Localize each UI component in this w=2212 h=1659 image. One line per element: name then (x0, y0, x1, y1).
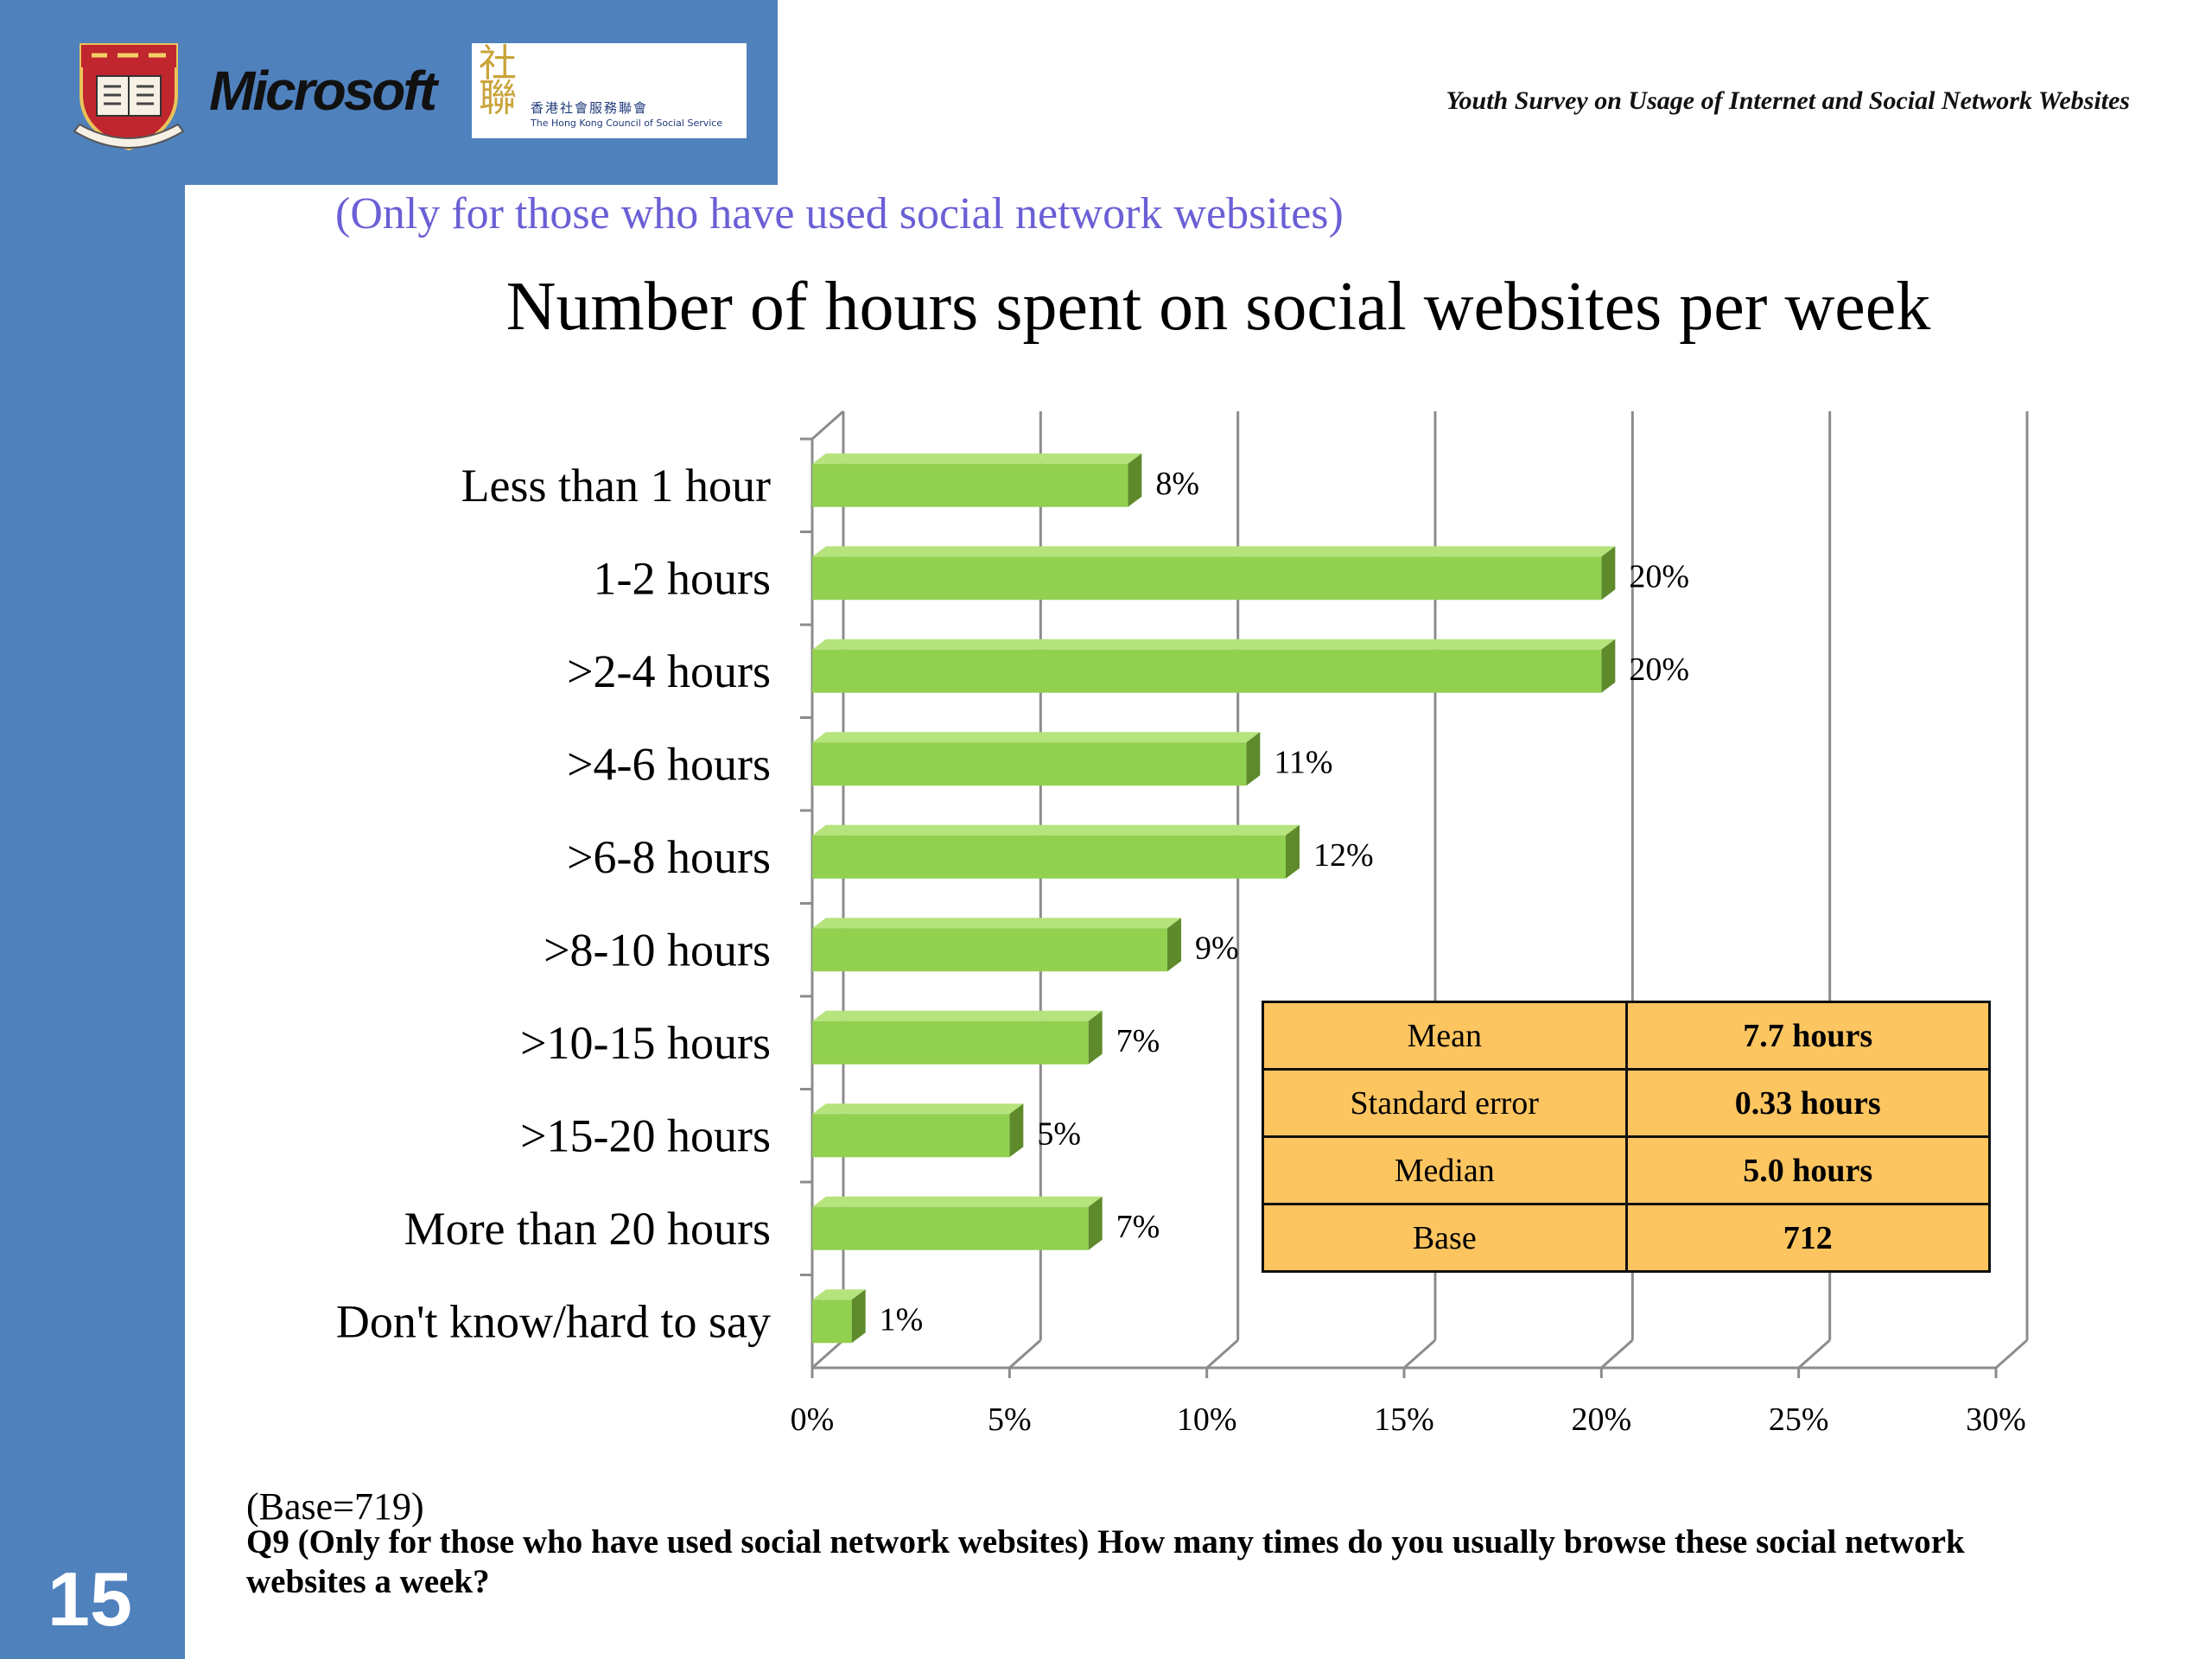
data-label: 1% (880, 1301, 924, 1338)
stats-label-median: Median (1262, 1135, 1628, 1205)
gridline-floor (1600, 1338, 1634, 1370)
slide-number: 15 (48, 1556, 132, 1642)
y-axis-depth-line (811, 410, 844, 441)
bar-top (812, 918, 1181, 929)
bar (812, 928, 1167, 972)
hkcss-logo-name-zh: 香港社會服務聯會 (531, 100, 649, 116)
stats-row-standard-error: Standard error 0.33 hours (1262, 1068, 1991, 1138)
bar (812, 1114, 1010, 1158)
data-label: 9% (1195, 930, 1239, 966)
bar (812, 649, 1602, 693)
hkcss-logo-glyph: 社聯 (479, 41, 517, 120)
question-text: Q9 (Only for those who have used social … (246, 1523, 1965, 1600)
gridline-floor (1205, 1338, 1239, 1370)
category-label: >8-10 hours (543, 924, 771, 976)
stats-value-median: 5.0 hours (1624, 1135, 1991, 1205)
gridline-floor (811, 1338, 844, 1370)
bar-side (1286, 824, 1300, 879)
bar-top (812, 1010, 1103, 1021)
data-label: 8% (1155, 466, 1199, 502)
data-label: 7% (1116, 1023, 1160, 1059)
gridline-floor (1995, 1338, 2028, 1370)
data-label: 20% (1629, 652, 1689, 688)
bar-top (812, 546, 1616, 557)
bar-top (812, 453, 1142, 464)
x-tick-label: 20% (1572, 1402, 1632, 1438)
bar (812, 742, 1247, 786)
bar (812, 1020, 1089, 1065)
hkcss-logo: 社聯 香港社會服務聯會 The Hong Kong Council of Soc… (472, 43, 747, 138)
category-label: >6-8 hours (567, 831, 771, 883)
bar-top (812, 1196, 1103, 1207)
stats-label-base: Base (1262, 1203, 1628, 1273)
bar (812, 835, 1286, 879)
stats-row-base: Base 712 (1262, 1203, 1991, 1273)
university-crest-icon (73, 43, 185, 151)
stats-label-mean: Mean (1262, 1001, 1628, 1071)
bar-side (1088, 1010, 1103, 1065)
data-label: 20% (1629, 558, 1689, 594)
category-label: >10-15 hours (520, 1017, 771, 1069)
survey-title: Youth Survey on Usage of Internet and So… (1446, 86, 2130, 115)
stats-row-mean: Mean 7.7 hours (1262, 1001, 1991, 1071)
microsoft-logo: Microsoft (209, 60, 437, 122)
category-label: Less than 1 hour (461, 460, 771, 512)
bar (812, 1300, 852, 1344)
bar-side (1167, 918, 1181, 972)
x-tick-label: 25% (1769, 1402, 1829, 1438)
bar-top (812, 1103, 1024, 1115)
stats-table: Mean 7.7 hours Standard error 0.33 hours… (1262, 1001, 1991, 1273)
gridline-floor (1008, 1338, 1042, 1370)
bar-side (851, 1289, 866, 1344)
bar-side (1009, 1103, 1024, 1158)
data-label: 7% (1116, 1209, 1160, 1245)
bar-side (1128, 453, 1142, 507)
data-label: 12% (1313, 837, 1374, 874)
gridline-floor (1797, 1338, 1831, 1370)
bar (812, 463, 1128, 507)
x-tick-label: 5% (988, 1402, 1032, 1438)
data-label: 11% (1274, 744, 1332, 780)
bar-side (1601, 639, 1616, 693)
bar-side (1088, 1196, 1103, 1250)
stats-label-standard-error: Standard error (1262, 1068, 1628, 1138)
x-tick-label: 0% (791, 1402, 835, 1438)
data-label: 5% (1037, 1116, 1081, 1152)
base-note: (Base=719) (246, 1485, 424, 1528)
x-tick-label: 30% (1966, 1402, 2026, 1438)
category-label: More than 20 hours (404, 1203, 771, 1255)
gridline-floor (1403, 1338, 1436, 1370)
stats-value-base: 712 (1624, 1203, 1991, 1273)
category-label: 1-2 hours (594, 552, 771, 604)
stats-row-median: Median 5.0 hours (1262, 1135, 1991, 1205)
bar-side (1246, 732, 1261, 786)
category-label: >2-4 hours (567, 645, 771, 697)
bar-top (812, 732, 1261, 743)
stats-value-mean: 7.7 hours (1624, 1001, 1991, 1071)
bar-top (812, 1289, 866, 1300)
category-label: Don't know/hard to say (336, 1295, 771, 1347)
subtitle-note: (Only for those who have used social net… (335, 189, 1344, 238)
category-label: >15-20 hours (520, 1109, 771, 1161)
bar-top (812, 639, 1616, 650)
bar (812, 1206, 1089, 1250)
stats-value-standard-error: 0.33 hours (1624, 1068, 1991, 1138)
chart-title: Number of hours spent on social websites… (505, 269, 1931, 345)
x-tick-label: 15% (1374, 1402, 1434, 1438)
x-tick-label: 10% (1177, 1402, 1237, 1438)
bar-side (1601, 546, 1616, 601)
left-sidebar-band (0, 0, 185, 1659)
bar (812, 556, 1602, 601)
hkcss-logo-name-en: The Hong Kong Council of Social Service (531, 118, 723, 129)
bar-top (812, 824, 1300, 836)
category-label: >4-6 hours (567, 738, 771, 790)
